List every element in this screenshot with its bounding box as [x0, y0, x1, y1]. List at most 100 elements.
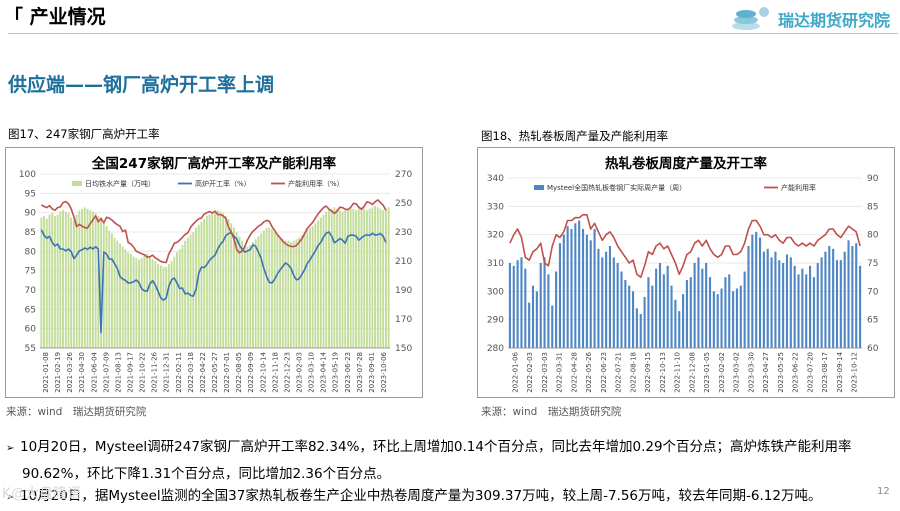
bar — [154, 261, 157, 348]
bar — [249, 245, 252, 348]
y-left-tick-label: 55 — [25, 344, 36, 354]
legend-label: Mysteel全国热轧板卷钢厂实际周产量（周） — [547, 183, 686, 192]
y-right-tick-label: 210 — [395, 257, 412, 267]
bar — [45, 218, 48, 348]
bar — [612, 257, 615, 348]
bar — [100, 217, 102, 348]
x-tick-label: 2022-02-11 — [175, 352, 183, 393]
bar — [535, 291, 538, 348]
fig18-caption: 图18、热轧卷板周产量及产能利用率 — [481, 129, 669, 143]
bar — [64, 211, 67, 348]
bar — [524, 268, 527, 348]
x-tick-label: 2022-08-05 — [235, 352, 243, 393]
y-right-tick-label: 190 — [395, 286, 412, 296]
bar — [341, 211, 344, 348]
bar — [124, 249, 127, 348]
series-line — [40, 229, 387, 334]
x-tick-label: 2021-06-04 — [90, 351, 98, 392]
bar — [290, 242, 292, 348]
y-left-tick-label: 75 — [25, 267, 36, 277]
y-right-tick-label: 60 — [867, 344, 879, 354]
y-left-tick-label: 290 — [487, 316, 504, 326]
x-tick-label: 2023-09-14 — [836, 351, 844, 392]
bar — [666, 265, 669, 348]
bar — [843, 251, 846, 348]
x-tick-label: 2021-10-22 — [139, 352, 147, 393]
bar — [338, 210, 341, 348]
bar — [330, 208, 333, 348]
bar — [805, 274, 808, 348]
bar — [839, 260, 842, 348]
bar — [135, 258, 138, 348]
bar — [303, 232, 306, 348]
series-line — [40, 199, 387, 264]
bar — [701, 268, 704, 348]
bar — [357, 208, 360, 348]
bar — [143, 255, 146, 348]
bar — [254, 239, 257, 348]
bar — [252, 242, 254, 348]
bar — [322, 214, 325, 348]
bar — [808, 265, 812, 348]
bar — [48, 214, 51, 348]
bar — [121, 246, 124, 348]
bar — [105, 226, 108, 348]
bar — [735, 288, 739, 348]
bar — [624, 280, 627, 348]
y-right-tick-label: 75 — [867, 259, 878, 269]
x-tick-label: 2023-10-12 — [851, 352, 859, 393]
bar — [276, 234, 279, 348]
logo-text: 瑞达期货研究院 — [778, 11, 891, 30]
bar — [793, 265, 796, 348]
y-left-tick-label: 90 — [25, 209, 37, 219]
bar — [344, 210, 347, 348]
y-right-tick-label: 250 — [395, 199, 412, 209]
bar — [205, 216, 208, 348]
x-tick-label: 2021-12-31 — [163, 352, 171, 393]
bar — [824, 251, 827, 348]
bar — [847, 240, 850, 348]
bar — [129, 253, 132, 348]
bar — [243, 245, 246, 348]
x-tick-label: 2022-11-18 — [271, 352, 279, 393]
bar — [159, 265, 162, 348]
bar — [116, 240, 119, 348]
x-tick-label: 2023-08-17 — [821, 352, 829, 393]
bar — [363, 208, 366, 348]
bar — [78, 210, 81, 348]
x-tick-label: 2023-05-25 — [777, 352, 785, 393]
bar — [355, 210, 358, 348]
bar — [828, 246, 831, 348]
bar — [593, 229, 596, 348]
bar — [628, 285, 631, 348]
x-tick-label: 2022-10-14 — [259, 351, 267, 392]
chart-panel-blast-furnace: 全国247家钢厂高炉开工率及产能利用率 55 60 65 70 75 80 85 90 95 100… — [5, 147, 423, 398]
bar — [91, 211, 94, 348]
bar — [89, 210, 92, 348]
bar — [298, 237, 301, 348]
bar — [235, 232, 238, 348]
bar — [176, 252, 178, 348]
bar — [758, 237, 762, 348]
chart-panel-hot-rolled: 热轧卷板周度产量及开工率 280 290 300 310 320 330 340 60 65 70 7… — [477, 147, 895, 398]
bar — [835, 260, 839, 348]
x-tick-label: 2022-06-23 — [600, 352, 608, 393]
bar — [309, 227, 311, 348]
bar — [516, 260, 519, 348]
bar — [83, 207, 86, 348]
fig17-caption: 图17、247家钢厂高炉开工率 — [8, 127, 160, 141]
x-tick-label: 2021-02-19 — [54, 352, 62, 393]
y-left-tick-label: 100 — [19, 170, 36, 180]
bar — [314, 223, 317, 348]
x-tick-label: 2022-07-21 — [615, 352, 623, 393]
bar — [40, 217, 43, 348]
bullet-arrow-icon: ➢ — [6, 492, 15, 503]
bar — [616, 263, 619, 348]
bar — [724, 277, 727, 348]
bar — [365, 210, 368, 348]
x-tick-label: 2022-03-31 — [556, 352, 564, 393]
bar — [574, 223, 577, 348]
bar — [72, 220, 75, 348]
hot-rolled-chart: 热轧卷板周度产量及开工率 280 290 300 310 320 330 340 60 65 70 7… — [487, 155, 879, 393]
x-tick-label: 2023-04-14 — [320, 351, 328, 392]
